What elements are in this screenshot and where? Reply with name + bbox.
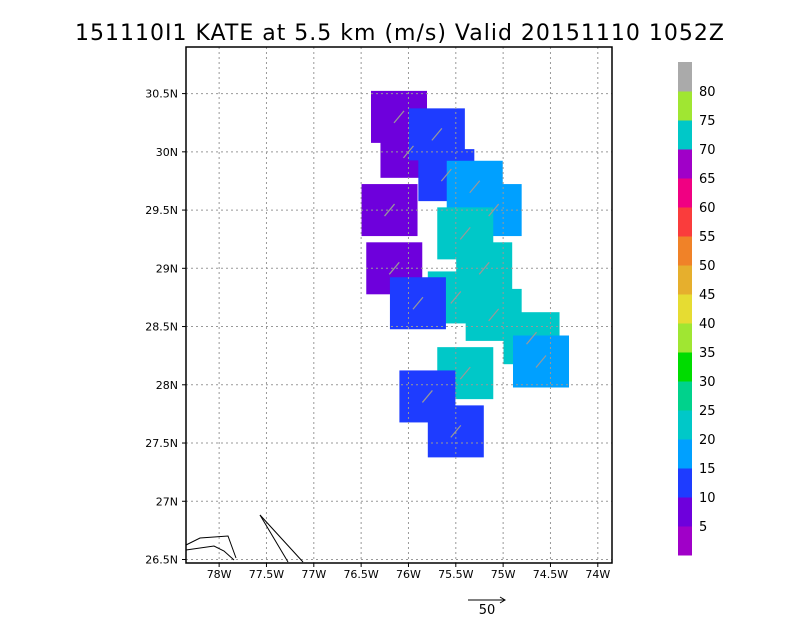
wind-vector (431, 127, 443, 141)
x-tick-label: 75W (491, 568, 516, 581)
x-tick-label: 77.5W (249, 568, 284, 581)
wind-field-layer (361, 90, 569, 458)
y-tick-label: 29.5N (145, 204, 178, 217)
wind-vector (478, 261, 490, 275)
wind-vector (526, 331, 537, 345)
colorbar-label: 10 (699, 491, 716, 506)
wind-vector (450, 424, 462, 438)
colorbar-swatch (678, 236, 692, 266)
colorbar-label: 45 (699, 288, 716, 303)
colorbar-swatch (678, 294, 692, 324)
plot-frame (185, 46, 613, 564)
reference-vector-head (499, 596, 506, 604)
colorbar-label: 25 (699, 404, 716, 419)
wind-vector (488, 203, 500, 217)
wind-vector (459, 366, 471, 380)
colorbar-swatch (678, 149, 692, 179)
wind-vector (440, 168, 452, 182)
colorbar-swatch (678, 323, 692, 353)
reference-vector-label: 50 (479, 603, 496, 618)
x-tick-label: 76.5W (343, 568, 378, 581)
colorbar-swatch (678, 468, 692, 498)
colorbar-label: 70 (699, 143, 716, 158)
y-tick-label: 30.5N (145, 88, 178, 101)
y-tick-label: 28N (156, 379, 178, 392)
reference-vector: 50 (468, 596, 506, 618)
colorbar-label: 50 (699, 259, 716, 274)
colorbar-swatch (678, 91, 692, 121)
colorbar-swatch (678, 497, 692, 527)
y-tick-label: 28.5N (145, 321, 178, 334)
y-tick-label: 30N (156, 146, 178, 159)
coastline-segment (185, 535, 237, 559)
wind-vector (412, 296, 424, 310)
colorbar-swatch (678, 265, 692, 295)
wind-vector (469, 180, 481, 194)
colorbar: 5 10 15 20 25 30 35 40 45 50 55 60 65 70 75 80 (678, 62, 716, 556)
wind-vector (488, 308, 500, 322)
grid-layer (186, 47, 612, 563)
colorbar-label: 80 (699, 85, 716, 100)
colorbar-swatch (678, 381, 692, 411)
coastline-layer (185, 514, 304, 563)
chart-title: 151110I1 KATE at 5.5 km (m/s) Valid 2015… (75, 21, 725, 46)
colorbar-label: 40 (699, 317, 716, 332)
colorbar-label: 5 (699, 520, 707, 535)
x-tick-label: 74.5W (533, 568, 568, 581)
colorbar-label: 20 (699, 433, 716, 448)
y-tick-label: 27N (156, 495, 178, 508)
wind-vector (393, 110, 405, 124)
colorbar-label: 30 (699, 375, 716, 390)
y-tick-label: 27.5N (145, 437, 178, 450)
wind-vector (388, 261, 400, 275)
colorbar-swatch (678, 178, 692, 208)
colorbar-label: 55 (699, 230, 716, 245)
colorbar-label: 65 (699, 172, 716, 187)
wind-vector (421, 390, 433, 403)
colorbar-swatch (678, 120, 692, 150)
colorbar-label: 60 (699, 201, 716, 216)
x-tick-label: 77W (301, 568, 326, 581)
y-tick-label: 26.5N (145, 554, 178, 567)
coastline-segment (259, 514, 289, 563)
colorbar-swatch (678, 526, 692, 556)
x-tick-label: 78W (207, 568, 232, 581)
coastline-segment (259, 514, 304, 563)
colorbar-label: 75 (699, 114, 716, 129)
x-tick-label: 75.5W (438, 568, 473, 581)
x-axis-ticks: 78W 77.5W 77W 76.5W 76W 75.5W 75W 74.5W 74W (207, 563, 610, 581)
wind-vector (535, 355, 547, 368)
colorbar-swatch (678, 62, 692, 92)
colorbar-swatch (678, 352, 692, 382)
y-axis-ticks: 26.5N 27N 27.5N 28N 28.5N 29N 29.5N 30N 30.5N (145, 88, 186, 567)
colorbar-swatch (678, 410, 692, 440)
wind-vector (459, 226, 471, 240)
colorbar-swatch (678, 439, 692, 469)
wind-vector (403, 145, 414, 159)
colorbar-label: 15 (699, 462, 716, 477)
x-tick-label: 76W (396, 568, 421, 581)
x-tick-label: 74W (585, 568, 610, 581)
y-tick-label: 29N (156, 262, 178, 275)
colorbar-label: 35 (699, 346, 716, 361)
colorbar-swatch (678, 207, 692, 237)
wind-vector (384, 203, 395, 217)
coastline-segment (185, 545, 235, 561)
